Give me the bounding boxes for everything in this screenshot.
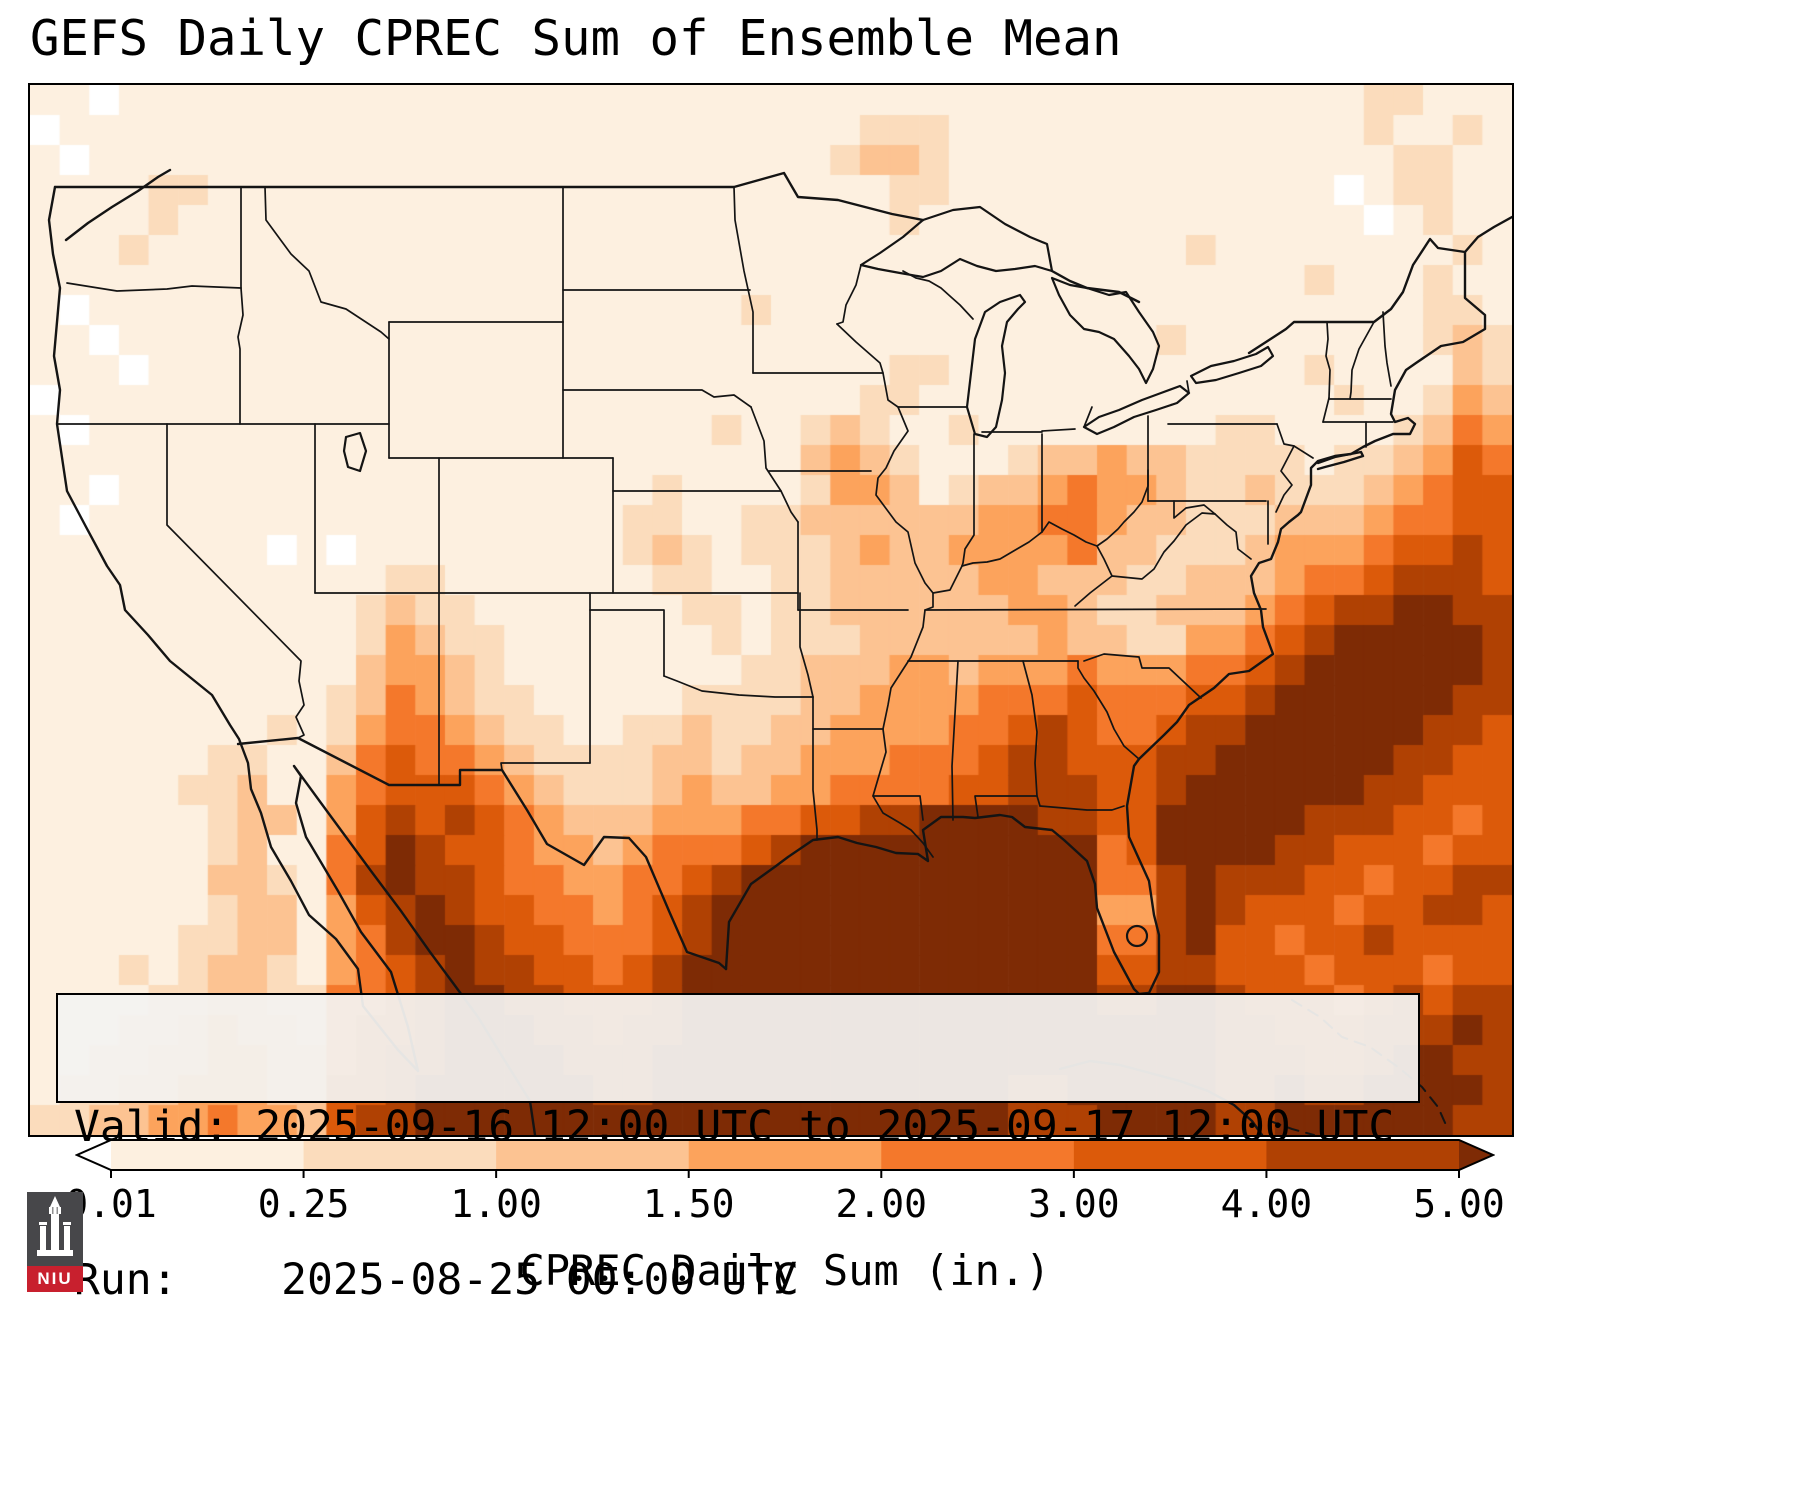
colorbar-under-arrow	[77, 1140, 111, 1170]
figure-title: GEFS Daily CPREC Sum of Ensemble Mean	[30, 10, 1122, 67]
colorbar-tick-label: 4.00	[1220, 1182, 1313, 1226]
colorbar-tick-label: 1.00	[450, 1182, 542, 1226]
precip-heatmap-canvas	[30, 85, 1512, 1135]
colorbar-tick-label: 5.00	[1413, 1182, 1505, 1226]
run-line: Run: 2025-08-25 00:00 UTC	[74, 1255, 799, 1305]
colorbar-over-arrow	[1459, 1140, 1493, 1170]
colorbar-segment	[1266, 1140, 1460, 1170]
colorbar-tick-labels: 0.01 0.25 1.00 1.50 2.00 3.00 4.00 5.00	[65, 1182, 1505, 1226]
colorbar-tick-label: 3.00	[1028, 1182, 1120, 1226]
niu-logo: NIU	[27, 1192, 83, 1292]
valid-run-infobox: Valid: 2025-09-16 12:00 UTC to 2025-09-1…	[56, 993, 1420, 1305]
colorbar	[75, 1139, 1495, 1178]
colorbar-tick-label: 1.50	[642, 1182, 735, 1226]
map-panel: Valid: 2025-09-16 12:00 UTC to 2025-09-1…	[28, 83, 1514, 1305]
colorbar-segment	[1073, 1140, 1267, 1170]
niu-logo-text: NIU	[27, 1266, 83, 1292]
colorbar-tick-label: 0.25	[257, 1182, 350, 1226]
colorbar-segment	[881, 1140, 1075, 1170]
colorbar-tick-label: 2.00	[835, 1182, 928, 1226]
colorbar-segment	[496, 1140, 690, 1170]
colorbar-axis-label: CPREC Daily Sum (in.)	[519, 1246, 1051, 1295]
colorbar-segment	[688, 1140, 882, 1170]
colorbar-segment	[111, 1140, 305, 1170]
colorbar-segment	[303, 1140, 497, 1170]
niu-tower-icon	[27, 1192, 83, 1266]
